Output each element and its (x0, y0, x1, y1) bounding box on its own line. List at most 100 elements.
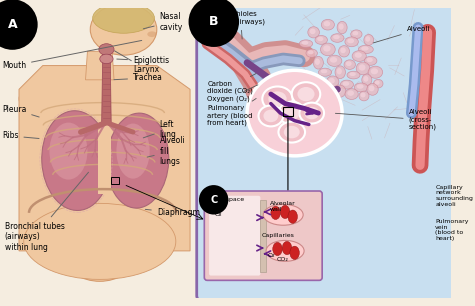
Ellipse shape (361, 47, 369, 50)
Ellipse shape (346, 61, 352, 66)
Text: Carbon
dioxide (CO₂): Carbon dioxide (CO₂) (207, 73, 256, 94)
Polygon shape (19, 65, 190, 251)
Ellipse shape (278, 122, 305, 143)
Ellipse shape (340, 47, 346, 53)
Text: C: C (210, 195, 217, 205)
Ellipse shape (344, 60, 355, 69)
Ellipse shape (327, 55, 342, 66)
Ellipse shape (371, 68, 378, 74)
Text: Bronchial tubes
(airways)
within lung: Bronchial tubes (airways) within lung (5, 172, 88, 252)
Ellipse shape (271, 206, 280, 219)
Text: Alveoli
(cross-
section): Alveoli (cross- section) (335, 109, 437, 130)
Ellipse shape (306, 49, 317, 57)
Text: Mouth: Mouth (2, 40, 142, 70)
Ellipse shape (367, 58, 373, 62)
Ellipse shape (351, 30, 362, 39)
Ellipse shape (354, 83, 368, 92)
Ellipse shape (263, 204, 303, 225)
Ellipse shape (355, 52, 362, 58)
Ellipse shape (326, 76, 339, 88)
Ellipse shape (24, 203, 176, 279)
Ellipse shape (330, 57, 337, 63)
Ellipse shape (323, 21, 330, 26)
Text: CO₂: CO₂ (276, 257, 288, 262)
Ellipse shape (147, 31, 157, 37)
Ellipse shape (365, 36, 370, 42)
Ellipse shape (362, 74, 372, 85)
Text: Pulmonary
artery (blood
from heart): Pulmonary artery (blood from heart) (207, 99, 256, 126)
Ellipse shape (107, 113, 169, 208)
Ellipse shape (359, 45, 373, 54)
Ellipse shape (314, 56, 323, 69)
Ellipse shape (359, 64, 365, 71)
FancyBboxPatch shape (197, 6, 453, 300)
Ellipse shape (363, 76, 369, 82)
Ellipse shape (19, 70, 180, 127)
Text: Left
lung: Left lung (143, 120, 177, 139)
Ellipse shape (284, 126, 300, 138)
Text: B: B (209, 15, 218, 28)
Ellipse shape (357, 84, 363, 89)
Text: Epiglottis: Epiglottis (117, 56, 169, 65)
Ellipse shape (359, 91, 369, 101)
Ellipse shape (266, 241, 304, 261)
Ellipse shape (304, 107, 319, 119)
Ellipse shape (339, 46, 350, 57)
Ellipse shape (342, 81, 349, 86)
Ellipse shape (262, 87, 293, 111)
Ellipse shape (335, 87, 342, 93)
Ellipse shape (323, 45, 331, 52)
Ellipse shape (373, 79, 383, 88)
Ellipse shape (368, 66, 383, 78)
Ellipse shape (282, 241, 292, 255)
Ellipse shape (352, 51, 366, 62)
Text: Alveoli: Alveoli (373, 26, 430, 43)
Bar (19, 42, 200, 279)
Ellipse shape (321, 69, 327, 73)
Ellipse shape (361, 93, 366, 97)
Ellipse shape (42, 111, 110, 211)
Ellipse shape (247, 70, 342, 156)
Ellipse shape (258, 106, 283, 126)
Ellipse shape (318, 68, 332, 76)
Text: Pleura: Pleura (2, 105, 39, 117)
Text: Alveoli
fill
lungs: Alveoli fill lungs (147, 136, 185, 166)
Text: C: C (210, 195, 217, 205)
Ellipse shape (339, 24, 344, 30)
Ellipse shape (352, 31, 358, 35)
Ellipse shape (349, 72, 356, 76)
Ellipse shape (297, 87, 314, 101)
Ellipse shape (347, 90, 354, 96)
Ellipse shape (356, 62, 370, 75)
Ellipse shape (290, 246, 299, 259)
Ellipse shape (345, 89, 358, 99)
Text: CO₂: CO₂ (215, 205, 227, 210)
Text: Bronchioles
(tiny airways): Bronchioles (tiny airways) (217, 11, 265, 39)
Ellipse shape (337, 21, 347, 34)
Ellipse shape (292, 82, 320, 106)
Text: Diaphragm: Diaphragm (145, 208, 200, 217)
Ellipse shape (369, 85, 374, 91)
Bar (98, 123, 111, 194)
Ellipse shape (273, 242, 282, 256)
FancyBboxPatch shape (204, 191, 322, 280)
Ellipse shape (317, 37, 323, 41)
Polygon shape (102, 53, 111, 123)
Ellipse shape (116, 124, 150, 179)
Text: Capillaries: Capillaries (262, 233, 295, 238)
Ellipse shape (315, 35, 327, 44)
Ellipse shape (367, 84, 378, 95)
Ellipse shape (299, 40, 313, 47)
Ellipse shape (308, 27, 319, 38)
Text: Larynx: Larynx (114, 51, 159, 74)
Text: Oxygen (O₂): Oxygen (O₂) (207, 85, 258, 102)
Ellipse shape (333, 35, 340, 39)
Text: Trachea: Trachea (114, 73, 163, 82)
Ellipse shape (280, 205, 290, 218)
Bar (260, 200, 266, 272)
Ellipse shape (321, 19, 334, 30)
Text: A: A (8, 18, 17, 31)
Text: O₂: O₂ (215, 212, 222, 217)
Ellipse shape (315, 58, 320, 65)
Ellipse shape (329, 78, 335, 84)
